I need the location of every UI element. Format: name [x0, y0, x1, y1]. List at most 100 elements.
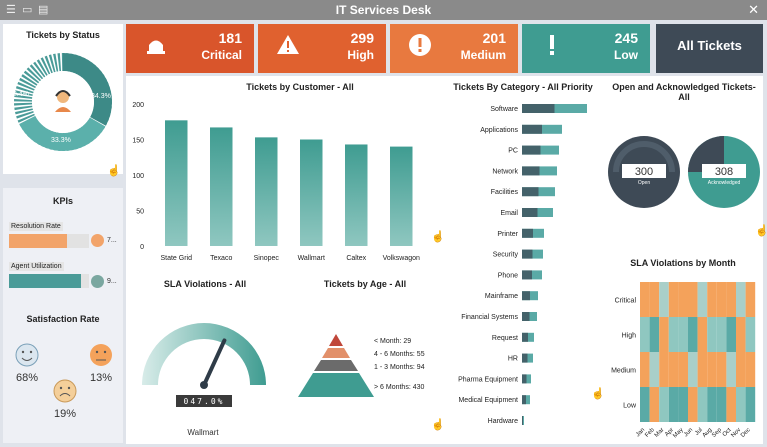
category-bar-segment[interactable] — [522, 166, 540, 176]
pyramid-level[interactable] — [298, 373, 374, 397]
heatmap-cell[interactable] — [697, 282, 708, 317]
category-bar-segment[interactable] — [522, 249, 533, 259]
heatmap-cell[interactable] — [745, 387, 756, 422]
heatmap-cell[interactable] — [726, 282, 736, 317]
tile-high[interactable]: 299 High — [258, 24, 386, 73]
category-bar-segment[interactable] — [522, 416, 523, 425]
heatmap-cell[interactable] — [697, 317, 708, 352]
heatmap-cell[interactable] — [649, 282, 660, 317]
customer-bar[interactable] — [390, 146, 413, 246]
customer-bar[interactable] — [300, 139, 323, 247]
heatmap-cell[interactable] — [726, 387, 736, 422]
x-tick-label: Texaco — [210, 255, 232, 262]
customer-bar[interactable] — [210, 127, 233, 246]
category-bar-segment[interactable] — [522, 395, 526, 405]
kpi-bar-track — [9, 274, 89, 288]
heatmap-cell[interactable] — [640, 282, 650, 317]
heatmap-cell[interactable] — [659, 282, 669, 317]
category-bar-chart[interactable]: Software Applications PC Network Facilities E… — [446, 96, 596, 441]
warning-icon — [277, 35, 299, 54]
pyramid-level[interactable] — [322, 348, 350, 358]
customer-bar-chart[interactable]: 0 50 100 150 200 State Grid Texaco Sinopec Wallm… — [128, 96, 428, 266]
heatmap-cell[interactable] — [678, 282, 688, 317]
heatmap-cell[interactable] — [707, 317, 717, 352]
heatmap-cell[interactable] — [678, 352, 688, 387]
category-bar-segment[interactable] — [522, 187, 539, 197]
pyramid-level[interactable] — [329, 334, 343, 346]
donut-segment-3[interactable] — [8, 47, 117, 156]
window-title: IT Services Desk — [335, 3, 432, 17]
heatmap-cell[interactable] — [707, 352, 717, 387]
heatmap-cell[interactable] — [736, 387, 746, 422]
category-bar-segment[interactable] — [522, 270, 532, 280]
heatmap-cell[interactable] — [678, 317, 688, 352]
heatmap-cell[interactable] — [640, 317, 650, 352]
category-bar-segment[interactable] — [522, 208, 538, 217]
category-bar-segment[interactable] — [522, 145, 541, 155]
tile-medium[interactable]: 201 Medium — [390, 24, 518, 73]
heatmap-cell[interactable] — [688, 282, 698, 317]
category-bar-segment[interactable] — [522, 104, 555, 113]
heatmap-cell[interactable] — [726, 317, 736, 352]
tile-low[interactable]: 245 Low — [522, 24, 650, 73]
heatmap-cell[interactable] — [640, 352, 650, 387]
heatmap-cell[interactable] — [659, 317, 669, 352]
heatmap-cell[interactable] — [688, 387, 698, 422]
age-pyramid[interactable]: < Month: 29 4 - 6 Months: 55 1 - 3 Month… — [290, 330, 440, 410]
pyramid-level[interactable] — [314, 360, 358, 371]
heatmap-cell[interactable] — [668, 387, 679, 422]
customer-bar[interactable] — [345, 144, 368, 246]
heatmap-cell[interactable] — [716, 282, 727, 317]
customer-bar[interactable] — [255, 137, 278, 246]
status-donut[interactable]: 32.4% 34.3% 33.3% — [3, 40, 123, 170]
segment-label: 32.4% — [9, 91, 29, 98]
heatmap-cell[interactable] — [668, 317, 679, 352]
heatmap-cell[interactable] — [659, 352, 669, 387]
heatmap-cell[interactable] — [707, 387, 717, 422]
heatmap-cell[interactable] — [736, 352, 746, 387]
heatmap-cell[interactable] — [668, 282, 679, 317]
heatmap-cell[interactable] — [697, 387, 708, 422]
category-bar-segment[interactable] — [522, 291, 530, 301]
category-bar-segment[interactable] — [522, 228, 533, 238]
heatmap-cell[interactable] — [640, 387, 650, 422]
category-bar-segment[interactable] — [522, 374, 527, 384]
y-tick-label: 0 — [140, 244, 144, 251]
heatmap-cell[interactable] — [688, 317, 698, 352]
heatmap-cell[interactable] — [736, 317, 746, 352]
heatmap-cell[interactable] — [716, 352, 727, 387]
heatmap-cell[interactable] — [745, 282, 756, 317]
save-icon[interactable]: ▤ — [38, 4, 49, 16]
heatmap-cell[interactable] — [726, 352, 736, 387]
tile-critical[interactable]: 181 Critical — [126, 24, 254, 73]
heatmap-cell[interactable] — [736, 282, 746, 317]
customer-bar[interactable] — [165, 120, 188, 246]
heatmap-cell[interactable] — [649, 317, 660, 352]
open-ack-gauges[interactable]: 300 Open 308 Acknowledged — [604, 130, 764, 220]
heatmap-cell[interactable] — [649, 387, 660, 422]
sla-gauge[interactable]: 047.0% — [132, 310, 282, 420]
category-bar-segment[interactable] — [522, 332, 528, 342]
tile-count: 299 — [350, 30, 374, 46]
heatmap-cell[interactable] — [668, 352, 679, 387]
all-tickets-button[interactable]: All Tickets — [656, 24, 763, 73]
heatmap-cell[interactable] — [649, 352, 660, 387]
menu-icon[interactable]: ☰ — [6, 4, 16, 16]
category-bar-segment[interactable] — [522, 353, 528, 363]
heatmap-cell[interactable] — [707, 282, 717, 317]
close-icon[interactable]: ✕ — [748, 2, 759, 17]
heatmap-cell[interactable] — [688, 352, 698, 387]
category-bar-segment[interactable] — [522, 312, 530, 321]
heatmap-cell[interactable] — [678, 387, 688, 422]
category-bar-segment[interactable] — [522, 124, 542, 134]
heatmap-cell[interactable] — [659, 387, 669, 422]
heatmap-cell[interactable] — [745, 317, 756, 352]
heatmap-cell[interactable] — [716, 387, 727, 422]
kpi-dot — [91, 275, 104, 288]
donut-segment-2[interactable] — [14, 53, 112, 151]
heatmap-cell[interactable] — [745, 352, 756, 387]
open-folder-icon[interactable]: ▭ — [22, 4, 33, 16]
heatmap-cell[interactable] — [697, 352, 708, 387]
heatmap-cell[interactable] — [716, 317, 727, 352]
